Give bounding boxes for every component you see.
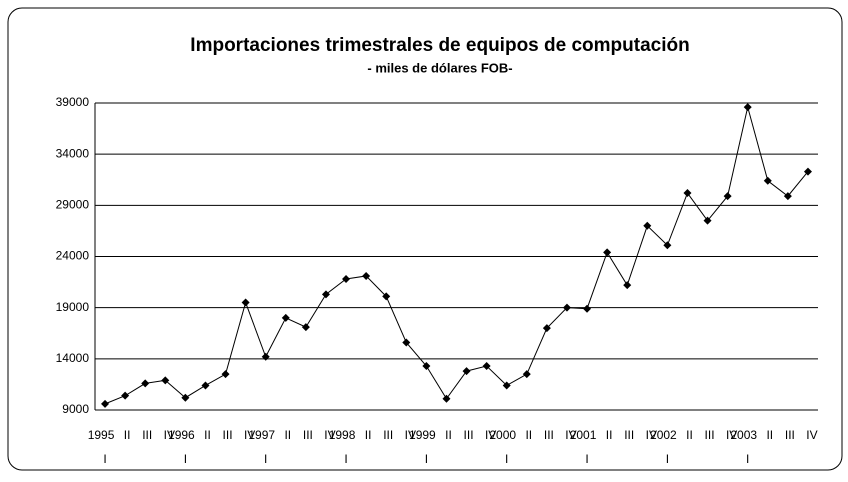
data-point bbox=[382, 292, 391, 301]
x-tick-label: II bbox=[365, 428, 372, 442]
x-tick-label: I bbox=[746, 452, 749, 466]
x-tick-label: III bbox=[624, 428, 634, 442]
x-year-label: 2003 bbox=[730, 428, 757, 442]
x-tick-label: IV bbox=[485, 428, 496, 442]
y-tick-label: 9000 bbox=[62, 402, 89, 416]
data-point bbox=[763, 176, 772, 185]
y-tick-label: 14000 bbox=[56, 351, 90, 365]
x-tick-label: II bbox=[606, 428, 613, 442]
data-point bbox=[442, 394, 451, 403]
x-tick-label: II bbox=[284, 428, 291, 442]
data-point bbox=[783, 192, 792, 201]
data-point bbox=[422, 361, 431, 370]
chart-subtitle: - miles de dólares FOB- bbox=[367, 60, 512, 75]
x-tick-label: III bbox=[142, 428, 152, 442]
data-point bbox=[623, 281, 632, 290]
x-tick-label: IV bbox=[405, 428, 416, 442]
data-point bbox=[462, 367, 471, 376]
x-tick-label: III bbox=[544, 428, 554, 442]
data-point bbox=[663, 241, 672, 250]
data-point bbox=[161, 376, 170, 385]
x-tick-label: IV bbox=[726, 428, 737, 442]
x-tick-label: II bbox=[204, 428, 211, 442]
data-point bbox=[502, 381, 511, 390]
x-tick-label: II bbox=[124, 428, 131, 442]
x-year-label: 1996 bbox=[168, 428, 195, 442]
x-tick-label: I bbox=[666, 452, 669, 466]
data-point bbox=[542, 324, 551, 333]
data-point bbox=[201, 381, 210, 390]
x-tick-label: III bbox=[705, 428, 715, 442]
data-point bbox=[261, 352, 270, 361]
x-tick-label: IV bbox=[806, 428, 817, 442]
x-year-label: 2002 bbox=[650, 428, 677, 442]
x-tick-label: III bbox=[383, 428, 393, 442]
data-point bbox=[141, 379, 150, 388]
x-year-label: 1995 bbox=[88, 428, 115, 442]
x-tick-label: II bbox=[525, 428, 532, 442]
data-point bbox=[643, 221, 652, 230]
data-point bbox=[743, 103, 752, 112]
data-point bbox=[703, 216, 712, 225]
data-point bbox=[402, 338, 411, 347]
x-tick-label: IV bbox=[164, 428, 175, 442]
data-point bbox=[281, 313, 290, 322]
x-tick-label: I bbox=[264, 452, 267, 466]
x-tick-label: II bbox=[445, 428, 452, 442]
data-point bbox=[723, 192, 732, 201]
chart-title: Importaciones trimestrales de equipos de… bbox=[190, 35, 689, 56]
x-tick-label: IV bbox=[565, 428, 576, 442]
data-point bbox=[362, 271, 371, 280]
x-tick-label: I bbox=[184, 452, 187, 466]
data-point bbox=[342, 275, 351, 284]
x-tick-label: IV bbox=[244, 428, 255, 442]
x-year-label: 1999 bbox=[409, 428, 436, 442]
x-tick-label: II bbox=[766, 428, 773, 442]
x-tick-label: IV bbox=[646, 428, 657, 442]
data-point bbox=[101, 399, 110, 408]
data-point bbox=[522, 370, 531, 379]
data-point bbox=[321, 290, 330, 299]
x-tick-label: I bbox=[425, 452, 428, 466]
data-point bbox=[683, 189, 692, 198]
x-tick-label: I bbox=[505, 452, 508, 466]
y-tick-label: 39000 bbox=[56, 95, 90, 109]
data-point bbox=[603, 248, 612, 257]
x-tick-label: III bbox=[223, 428, 233, 442]
data-point bbox=[482, 361, 491, 370]
chart-border bbox=[7, 7, 843, 471]
x-year-label: 1997 bbox=[248, 428, 275, 442]
x-tick-label: IV bbox=[324, 428, 335, 442]
data-point bbox=[583, 304, 592, 313]
data-point bbox=[241, 298, 250, 307]
data-point bbox=[803, 167, 812, 176]
y-tick-label: 34000 bbox=[56, 146, 90, 160]
x-tick-label: III bbox=[303, 428, 313, 442]
y-tick-label: 19000 bbox=[56, 300, 90, 314]
data-point bbox=[121, 391, 130, 400]
x-year-label: 1998 bbox=[329, 428, 356, 442]
x-tick-label: III bbox=[464, 428, 474, 442]
x-tick-label: III bbox=[785, 428, 795, 442]
x-tick-label: I bbox=[344, 452, 347, 466]
series-line bbox=[104, 106, 809, 405]
data-point bbox=[301, 323, 310, 332]
y-tick-label: 29000 bbox=[56, 198, 90, 212]
x-tick-label: I bbox=[585, 452, 588, 466]
x-year-label: 2000 bbox=[489, 428, 516, 442]
data-point bbox=[221, 370, 230, 379]
data-point bbox=[181, 393, 190, 402]
data-point bbox=[562, 303, 571, 312]
x-tick-label: I bbox=[103, 452, 106, 466]
x-tick-label: II bbox=[686, 428, 693, 442]
x-year-label: 2001 bbox=[570, 428, 597, 442]
y-tick-label: 24000 bbox=[56, 249, 90, 263]
